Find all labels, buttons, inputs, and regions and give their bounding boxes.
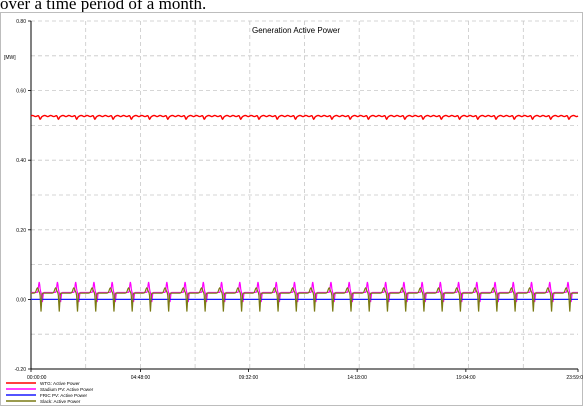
- chart-border: [0, 12, 583, 406]
- y-tick-label: 0.20: [16, 228, 26, 234]
- series-line-2: [31, 281, 578, 303]
- y-axis-label: [MW]: [4, 55, 16, 61]
- y-tick-label: 0.80: [16, 19, 26, 25]
- chart: -0.20 0.00 0.20 0.40 0.60 0.80 00:00:00 04:48:…: [0, 12, 583, 406]
- legend-label: Slack: Active Power: [40, 399, 81, 404]
- x-tick-labels: 00:00:00 04:48:00 09:32:00 14:18:00 19:04:00…: [27, 369, 583, 381]
- series-line-1: [30, 114, 579, 121]
- grid: [31, 20, 578, 370]
- series-lines: [30, 114, 579, 312]
- x-tick-label: 19:04:00: [456, 375, 476, 381]
- chart-svg: -0.20 0.00 0.20 0.40 0.60 0.80 00:00:00 04:48:…: [0, 12, 583, 406]
- legend-label: WTG: Active Power: [40, 381, 80, 386]
- x-tick-label: 04:48:00: [131, 375, 151, 381]
- x-tick-label: 23:59:0: [566, 375, 583, 381]
- y-tick-label: 0.00: [16, 297, 26, 303]
- y-tick-label: 0.60: [16, 89, 26, 95]
- x-tick-label: 14:18:00: [347, 375, 367, 381]
- legend-label: Stadium PV: Active Power: [40, 387, 94, 392]
- x-tick-label: 00:00:00: [27, 375, 47, 381]
- legend-label: FRIC PV: Active Power: [40, 393, 88, 398]
- caption-text: over a time period of a month.: [0, 0, 207, 13]
- y-tick-label: 0.40: [16, 158, 26, 164]
- x-tick-label: 09:32:00: [239, 375, 259, 381]
- y-tick-label: -0.20: [15, 367, 27, 373]
- y-tick-labels: -0.20 0.00 0.20 0.40 0.60 0.80: [15, 19, 31, 373]
- chart-title: Generation Active Power: [252, 26, 340, 35]
- series-line-4: [31, 287, 578, 312]
- axes: [30, 21, 578, 370]
